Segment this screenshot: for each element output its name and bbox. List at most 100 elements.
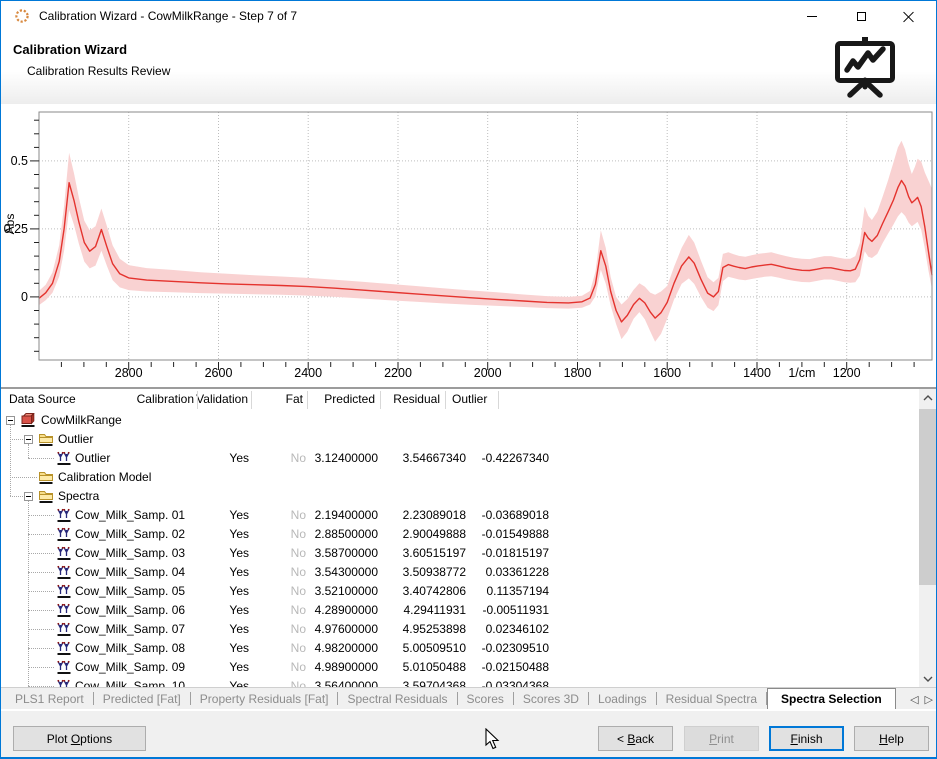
svg-text:1/cm: 1/cm (788, 366, 815, 380)
table-row[interactable]: Cow_Milk_Samp. 10 Yes No 3.56400000 3.597043… (1, 677, 919, 687)
tab-spectra-selection-active[interactable]: Spectra Selection (767, 688, 896, 709)
tree-item-label[interactable]: Cow_Milk_Samp. 05 (75, 584, 186, 598)
column-header-predicted[interactable]: Predicted (324, 392, 375, 406)
minimize-icon (806, 15, 817, 17)
cell-fat: 4.98200000 (314, 641, 378, 655)
minimize-button[interactable] (789, 1, 834, 31)
tree-line (28, 501, 29, 686)
cell-validation: No (290, 546, 306, 560)
table-row[interactable]: Cow_Milk_Samp. 01 Yes No 2.19400000 2.230890… (1, 506, 919, 525)
folder-icon-wrap (38, 488, 54, 507)
tree-item-label[interactable]: CowMilkRange (41, 413, 122, 427)
table-row[interactable]: Outlier (1, 430, 919, 449)
tree-item-label[interactable]: Outlier (58, 432, 94, 446)
tree-line (28, 591, 54, 592)
tree-item-label[interactable]: Outlier (75, 451, 111, 465)
svg-text:1200: 1200 (833, 366, 861, 380)
tree-item-label[interactable]: Spectra (58, 489, 100, 503)
tree-collapse-toggle[interactable] (24, 492, 33, 501)
back-button[interactable]: < Back (598, 726, 673, 751)
chevron-down-icon (923, 676, 932, 682)
maximize-button[interactable] (839, 1, 884, 31)
cell-predicted: 4.95253898 (402, 622, 466, 636)
tab-property-residuals-fat-[interactable]: Property Residuals [Fat] (199, 691, 329, 706)
header-separator (307, 391, 308, 409)
results-table[interactable]: Data Source Calibration Validation Fat P… (1, 389, 919, 687)
table-row[interactable]: CowMilkRange (1, 411, 919, 430)
tree-collapse-toggle[interactable] (24, 435, 33, 444)
tree-item-label[interactable]: Cow_Milk_Samp. 06 (75, 603, 186, 617)
cell-fat: 4.28900000 (314, 603, 378, 617)
tab-scroll-right-icon[interactable]: ▷ (924, 693, 933, 706)
svg-text:1800: 1800 (564, 366, 592, 380)
spectrum-icon-wrap (56, 526, 72, 545)
tree-line (28, 667, 54, 668)
svg-text:2400: 2400 (294, 366, 322, 380)
scroll-down-button[interactable] (919, 670, 936, 687)
tab-scores[interactable]: Scores (466, 691, 504, 706)
cell-residual: -0.02150488 (481, 660, 549, 674)
table-row[interactable]: Cow_Milk_Samp. 02 Yes No 2.88500000 2.900498… (1, 525, 919, 544)
table-row[interactable]: Cow_Milk_Samp. 07 Yes No 4.97600000 4.952538… (1, 620, 919, 639)
column-header-fat[interactable]: Fat (285, 392, 303, 406)
table-row[interactable]: Calibration Model (1, 468, 919, 487)
print-button: Print (684, 726, 759, 751)
tree-item-label[interactable]: Cow_Milk_Samp. 07 (75, 622, 186, 636)
tab-separator (766, 692, 768, 705)
scrollbar-thumb[interactable] (919, 409, 936, 585)
tab-pls1-report[interactable]: PLS1 Report (15, 691, 84, 706)
column-header-calibration[interactable]: Calibration (136, 392, 194, 406)
scroll-up-button[interactable] (919, 389, 936, 406)
tab-scores-3d[interactable]: Scores 3D (522, 691, 579, 706)
column-header-residual[interactable]: Residual (393, 392, 440, 406)
spectrum-icon-wrap (56, 545, 72, 564)
tab-residual-spectra[interactable]: Residual Spectra (665, 691, 758, 706)
svg-text:2200: 2200 (384, 366, 412, 380)
tree-item-label[interactable]: Cow_Milk_Samp. 01 (75, 508, 186, 522)
svg-text:2000: 2000 (474, 366, 502, 380)
header-separator (197, 391, 198, 409)
folder-icon (39, 434, 53, 446)
tab-spectral-residuals[interactable]: Spectral Residuals (347, 691, 448, 706)
cell-residual: 0.02346102 (485, 622, 549, 636)
tree-collapse-toggle[interactable] (6, 416, 15, 425)
table-row[interactable]: Cow_Milk_Samp. 04 Yes No 3.54300000 3.509387… (1, 563, 919, 582)
tree-item-label[interactable]: Cow_Milk_Samp. 09 (75, 660, 186, 674)
tab-predicted-fat-[interactable]: Predicted [Fat] (102, 691, 181, 706)
tree-item-label[interactable]: Cow_Milk_Samp. 03 (75, 546, 186, 560)
tab-separator (337, 692, 339, 705)
tree-item-label[interactable]: Cow_Milk_Samp. 04 (75, 565, 186, 579)
cell-residual: 0.03361228 (485, 565, 549, 579)
cell-residual: -0.00511931 (482, 603, 549, 617)
spectra-chart[interactable]: 2800 2600 2400 2200 2000 1800 1600 1400 1200 1/cm… (1, 104, 936, 387)
finish-button[interactable]: Finish (769, 726, 844, 751)
cell-predicted: 5.00509510 (402, 641, 466, 655)
table-row[interactable]: Spectra (1, 487, 919, 506)
vertical-scrollbar[interactable] (919, 389, 936, 687)
table-row[interactable]: Outlier Yes No 3.12400000 3.54667340 -0.42267… (1, 449, 919, 468)
tree-item-label[interactable]: Cow_Milk_Samp. 08 (75, 641, 186, 655)
table-row[interactable]: Cow_Milk_Samp. 05 Yes No 3.52100000 3.407428… (1, 582, 919, 601)
cell-validation: No (290, 451, 306, 465)
title-bar[interactable]: Calibration Wizard - CowMilkRange - Step… (1, 1, 936, 31)
table-row[interactable]: Cow_Milk_Samp. 09 Yes No 4.98900000 5.010504… (1, 658, 919, 677)
tree-item-label[interactable]: Calibration Model (58, 470, 152, 484)
column-header-outlier[interactable]: Outlier (452, 392, 488, 406)
help-button[interactable]: Help (854, 726, 929, 751)
tree-item-label[interactable]: Cow_Milk_Samp. 02 (75, 527, 186, 541)
tree-item-label[interactable]: Cow_Milk_Samp. 10 (75, 679, 186, 687)
svg-text:1400: 1400 (743, 366, 771, 380)
plot-options-button[interactable]: Plot Options (13, 726, 146, 751)
table-row[interactable]: Cow_Milk_Samp. 08 Yes No 4.98200000 5.005095… (1, 639, 919, 658)
tab-loadings[interactable]: Loadings (597, 691, 647, 706)
cell-calibration: Yes (229, 584, 249, 598)
folder-icon (39, 472, 53, 484)
svg-text:2800: 2800 (115, 366, 143, 380)
column-header-validation[interactable]: Validation (196, 392, 248, 406)
chevron-up-icon (923, 394, 932, 400)
column-header-data-source[interactable]: Data Source (9, 392, 76, 406)
close-button[interactable] (886, 1, 931, 31)
table-row[interactable]: Cow_Milk_Samp. 06 Yes No 4.28900000 4.294119… (1, 601, 919, 620)
tab-scroll-left-icon[interactable]: ◁ (910, 693, 919, 706)
table-row[interactable]: Cow_Milk_Samp. 03 Yes No 3.58700000 3.605151… (1, 544, 919, 563)
